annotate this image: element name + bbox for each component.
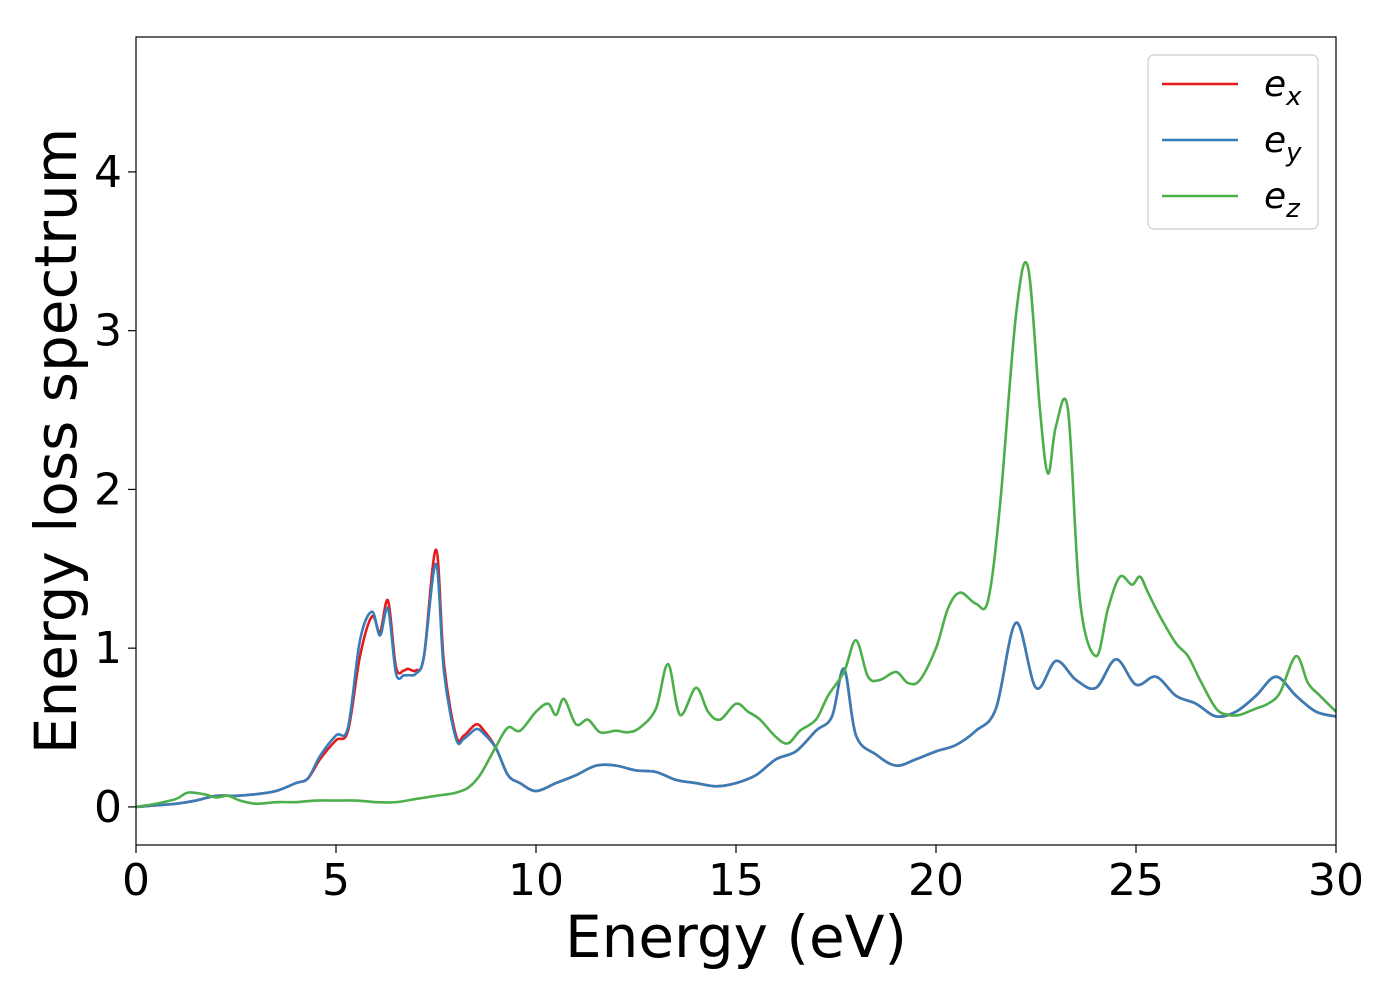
legend-label-base: e (1264, 120, 1286, 161)
legend-label: ey (1264, 120, 1302, 168)
x-tick-label: 15 (708, 855, 764, 906)
y-tick-label: 3 (94, 306, 122, 357)
legend-label-subscript: z (1285, 194, 1301, 224)
y-tick-label: 2 (94, 464, 122, 515)
x-tick-label: 0 (122, 855, 150, 906)
legend-label-subscript: y (1285, 138, 1302, 168)
y-axis-title: Energy loss spectrum (22, 128, 90, 754)
legend-box (1147, 54, 1319, 230)
series-layer (135, 260, 1337, 809)
series-line-ez (135, 260, 1337, 809)
x-axis-title: Energy (eV) (565, 903, 907, 971)
x-tick-label: 5 (322, 855, 350, 906)
x-tick-label: 25 (1108, 855, 1164, 906)
legend-entry-ey: ey (1162, 120, 1302, 168)
y-axis: 0 1 2 3 4 (94, 147, 136, 833)
legend-entry-ez: ez (1162, 176, 1301, 224)
y-tick-label: 1 (94, 623, 122, 674)
x-tick-label: 20 (908, 855, 964, 906)
plot-background (136, 37, 1336, 845)
y-tick-label: 0 (94, 782, 122, 833)
legend-label-base: e (1264, 176, 1286, 217)
legend-label: ex (1264, 64, 1302, 112)
series-line-ey (135, 562, 1337, 809)
x-axis: 0 5 10 15 20 25 30 (122, 845, 1364, 906)
legend-label-subscript: x (1285, 82, 1302, 112)
legend-label-base: e (1264, 64, 1286, 105)
legend-entry-ex: ex (1162, 64, 1302, 112)
y-tick-label: 4 (94, 147, 122, 198)
x-tick-label: 10 (508, 855, 564, 906)
legend-label: ez (1264, 176, 1301, 224)
x-tick-label: 30 (1308, 855, 1364, 906)
